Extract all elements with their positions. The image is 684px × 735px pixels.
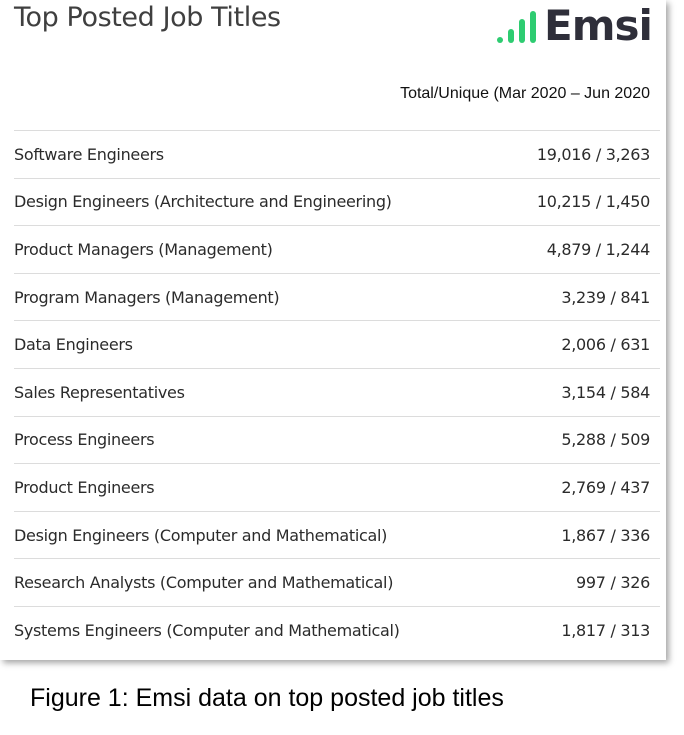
- postings-count: 3,154 / 584: [561, 382, 650, 402]
- logo-bar: [497, 37, 503, 43]
- postings-count: 1,817 / 313: [561, 621, 650, 641]
- job-title: Product Managers (Management): [14, 239, 273, 259]
- job-title: Program Managers (Management): [14, 287, 280, 307]
- postings-count: 2,006 / 631: [561, 335, 650, 355]
- table-subheader: Total/Unique (Mar 2020 – Jun 2020: [400, 85, 650, 102]
- table-row: Product Managers (Management) 4,879 / 1,2…: [14, 226, 660, 274]
- bar-chart-icon: [497, 9, 536, 43]
- logo-wordmark: Emsi: [544, 1, 653, 50]
- table-row: Systems Engineers (Computer and Mathemat…: [14, 607, 660, 655]
- table-row: Design Engineers (Computer and Mathemati…: [14, 512, 660, 560]
- table-row: Program Managers (Management) 3,239 / 841: [14, 274, 660, 322]
- job-titles-table: Software Engineers 19,016 / 3,263 Design E…: [14, 130, 660, 655]
- postings-count: 3,239 / 841: [561, 287, 650, 307]
- job-title: Data Engineers: [14, 335, 133, 355]
- job-title: Sales Representatives: [14, 382, 185, 402]
- logo-bar: [508, 29, 514, 43]
- table-row: Software Engineers 19,016 / 3,263: [14, 131, 660, 179]
- postings-count: 997 / 326: [576, 573, 650, 593]
- logo-bar: [519, 19, 525, 43]
- job-title: Research Analysts (Computer and Mathemat…: [14, 573, 394, 593]
- table-row: Product Engineers 2,769 / 437: [14, 464, 660, 512]
- job-title: Systems Engineers (Computer and Mathemat…: [14, 621, 400, 641]
- logo-bar: [530, 11, 536, 43]
- job-title: Process Engineers: [14, 430, 155, 450]
- postings-count: 19,016 / 3,263: [536, 144, 650, 164]
- table-row: Design Engineers (Architecture and Engin…: [14, 179, 660, 227]
- postings-count: 1,867 / 336: [561, 525, 650, 545]
- figure-caption: Figure 1: Emsi data on top posted job ti…: [30, 684, 504, 712]
- job-title: Design Engineers (Architecture and Engin…: [14, 192, 392, 212]
- postings-count: 10,215 / 1,450: [536, 192, 650, 212]
- postings-count: 5,288 / 509: [561, 430, 650, 450]
- emsi-logo: Emsi: [497, 1, 653, 50]
- table-row: Data Engineers 2,006 / 631: [14, 321, 660, 369]
- job-title: Product Engineers: [14, 477, 155, 497]
- job-title: Design Engineers (Computer and Mathemati…: [14, 525, 388, 545]
- postings-count: 4,879 / 1,244: [546, 239, 651, 259]
- table-row: Sales Representatives 3,154 / 584: [14, 369, 660, 417]
- table-row: Research Analysts (Computer and Mathemat…: [14, 559, 660, 607]
- job-titles-card: Top Posted Job Titles Emsi Total/Unique …: [14, 1, 660, 655]
- page-title: Top Posted Job Titles: [14, 2, 281, 33]
- job-title: Software Engineers: [14, 144, 164, 164]
- postings-count: 2,769 / 437: [561, 477, 650, 497]
- table-row: Process Engineers 5,288 / 509: [14, 417, 660, 465]
